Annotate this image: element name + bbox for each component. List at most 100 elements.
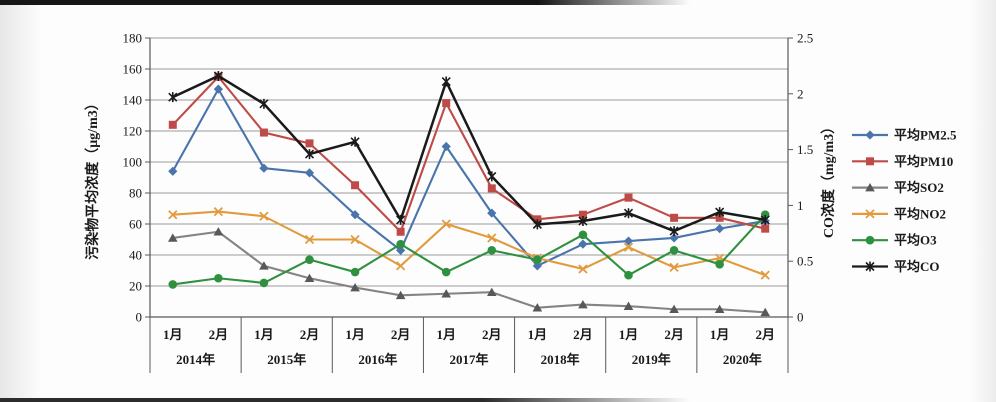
data-point-marker [168, 166, 178, 176]
series-co [168, 70, 770, 237]
year-label: 2016年 [358, 352, 397, 367]
data-point-marker [350, 267, 360, 277]
data-point-marker [760, 270, 770, 280]
month-label: 2月 [755, 327, 775, 342]
data-point-marker [350, 234, 360, 245]
data-point-marker [395, 290, 406, 300]
left-axis-tick-label: 40 [129, 248, 142, 263]
year-label: 2015年 [267, 352, 306, 367]
data-point-marker [259, 261, 269, 270]
data-point-marker [623, 236, 634, 246]
data-point-marker [623, 301, 634, 310]
data-point-marker [213, 84, 223, 94]
legend: 平均PM2.5 平均PM10 平均SO2 平均NO2 平均O3 平均CO [852, 128, 957, 274]
data-point-marker [714, 304, 725, 314]
axis-labels: 0 20 40 60 80 100 120 140 160 180 0 0.5 1 1.5 2 2.5 1月 2月… [123, 31, 814, 368]
series-no2 [168, 206, 770, 280]
year-label: 2014年 [176, 352, 215, 367]
data-point-marker [305, 255, 314, 264]
month-label: 1月 [436, 327, 456, 342]
series-line [172, 230, 766, 314]
video-frame-bottom-bar [0, 398, 690, 402]
right-axis-tick-label: 1 [797, 198, 804, 213]
data-point-marker [760, 214, 770, 225]
data-point-marker [304, 149, 315, 160]
month-label: 2月 [300, 327, 320, 342]
data-point-marker [715, 213, 724, 222]
month-label: 1月 [345, 327, 365, 342]
left-axis-tick-label: 160 [123, 62, 143, 77]
data-point-marker [487, 233, 497, 243]
year-label: 2019年 [632, 352, 671, 367]
data-point-marker [396, 239, 405, 249]
legend-item-no2: 平均NO2 [852, 206, 946, 221]
year-label: 2020年 [723, 352, 762, 367]
data-point-marker [304, 168, 315, 178]
data-point-marker [442, 99, 451, 108]
legend-item-pm10: 平均PM10 [852, 154, 953, 169]
series-pm10 [168, 72, 770, 236]
data-point-marker [865, 235, 875, 245]
legend-label: 平均SO2 [894, 180, 944, 195]
data-point-marker [669, 262, 679, 273]
data-point-marker [578, 216, 588, 227]
data-point-marker [761, 224, 770, 233]
data-point-marker [351, 181, 360, 190]
data-point-marker [533, 255, 542, 264]
left-axis-tick-label: 80 [129, 186, 142, 201]
legend-label: 平均O3 [894, 233, 937, 248]
month-label: 2月 [391, 327, 411, 342]
month-label: 1月 [254, 327, 274, 342]
data-point-marker [487, 246, 497, 255]
year-label: 2018年 [541, 352, 580, 367]
data-point-marker [168, 120, 177, 129]
data-point-marker [396, 214, 406, 225]
data-point-marker [865, 183, 875, 192]
data-point-marker [623, 208, 634, 219]
series-o3 [168, 210, 770, 289]
data-point-marker [214, 273, 223, 283]
left-axis-tick-label: 180 [123, 31, 143, 46]
left-axis-tick-label: 0 [136, 310, 143, 325]
data-point-marker [396, 227, 405, 236]
month-label: 1月 [710, 327, 730, 342]
data-point-marker [441, 141, 451, 152]
data-point-marker [168, 210, 178, 220]
data-point-marker [670, 213, 679, 222]
data-point-marker [259, 163, 269, 173]
data-point-marker [441, 289, 452, 298]
left-axis-title: 污染物平均浓度（μg/m3） [84, 96, 101, 260]
data-point-marker [866, 157, 874, 166]
month-label: 1月 [528, 327, 548, 342]
right-axis-tick-label: 2 [797, 86, 804, 101]
legend-label: 平均PM2.5 [894, 128, 957, 143]
data-point-marker [865, 261, 875, 272]
data-point-marker [213, 70, 223, 81]
data-point-marker [396, 261, 406, 271]
data-point-marker [865, 130, 875, 140]
data-point-marker [487, 208, 497, 218]
legend-item-o3: 平均O3 [852, 233, 937, 248]
series-so2 [167, 227, 771, 317]
data-point-marker [350, 210, 360, 220]
data-point-marker [350, 282, 360, 292]
legend-item-so2: 平均SO2 [852, 180, 944, 195]
data-point-marker [715, 224, 725, 234]
data-point-marker [578, 210, 587, 219]
left-axis-tick-label: 20 [129, 279, 142, 294]
left-axis-tick-label: 60 [129, 217, 142, 232]
left-axis-tick-label: 120 [123, 124, 143, 139]
right-axis-tick-label: 1.5 [797, 142, 813, 157]
data-point-marker [259, 128, 268, 137]
left-axis-tick-label: 140 [123, 93, 143, 108]
data-point-marker [167, 233, 178, 242]
data-point-marker [259, 211, 269, 221]
data-point-marker [213, 227, 224, 236]
data-point-marker [486, 287, 497, 296]
video-frame-top-bar [0, 0, 690, 5]
right-axis-tick-label: 0.5 [797, 254, 813, 269]
data-point-marker [168, 280, 178, 289]
series-line [172, 210, 766, 277]
data-point-marker [624, 193, 633, 202]
axes [145, 37, 793, 373]
